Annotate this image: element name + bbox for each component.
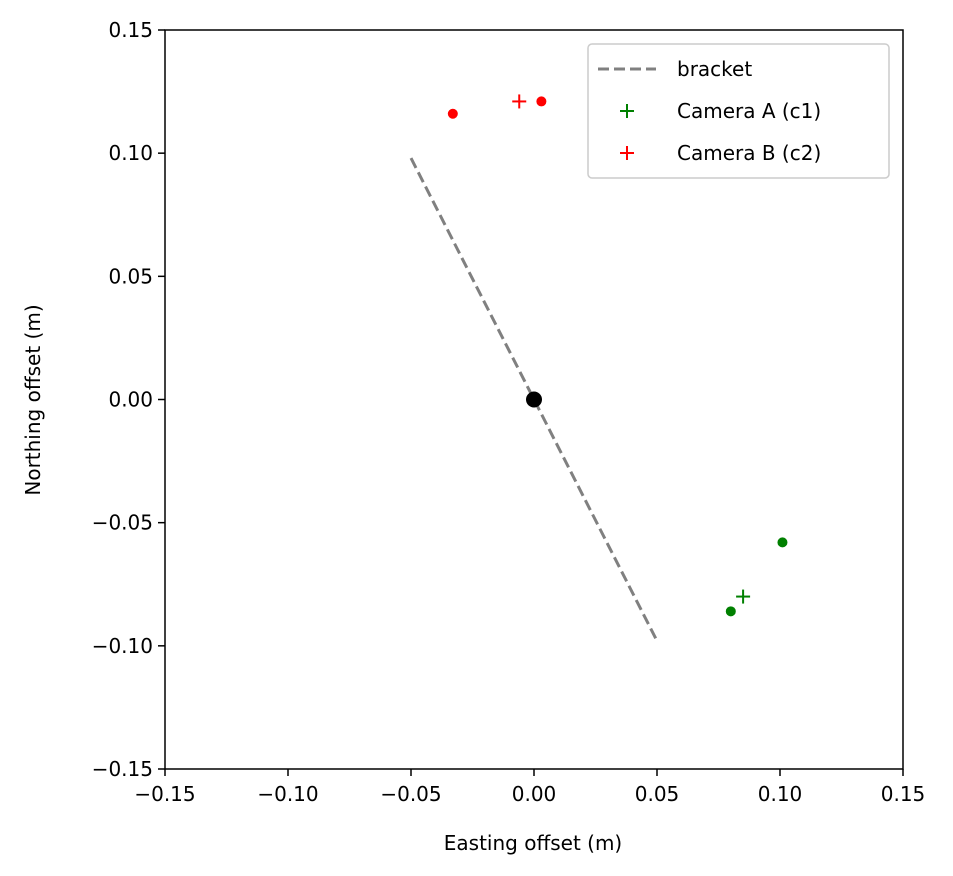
legend-camera-b-swatch xyxy=(620,146,634,160)
x-axis-label: Easting offset (m) xyxy=(444,831,622,855)
x-tick-label: 0.10 xyxy=(758,782,803,806)
legend-camera-a-label: Camera A (c1) xyxy=(677,99,821,123)
plot-marks xyxy=(409,94,788,642)
x-tick-label: 0.05 xyxy=(635,782,680,806)
x-tick-label: 0.00 xyxy=(512,782,557,806)
bracket-line xyxy=(409,157,659,642)
camera-b-dot xyxy=(536,96,547,107)
x-axis-ticks: −0.15 −0.10 −0.05 0.00 0.05 0.10 0.15 xyxy=(134,769,925,806)
y-tick-label: 0.15 xyxy=(108,18,153,42)
y-tick-label: −0.10 xyxy=(92,634,153,658)
x-tick-label: −0.10 xyxy=(257,782,318,806)
legend-box xyxy=(587,43,890,179)
y-tick-label: 0.00 xyxy=(108,388,153,412)
legend-camera-b-label: Camera B (c2) xyxy=(677,141,821,165)
y-tick-label: 0.10 xyxy=(108,141,153,165)
camera-a-dot xyxy=(777,537,788,548)
camera-a-dot xyxy=(725,606,736,617)
y-axis-label: Northing offset (m) xyxy=(21,304,45,495)
y-tick-label: 0.05 xyxy=(108,264,153,288)
x-tick-label: −0.15 xyxy=(134,782,195,806)
x-tick-label: 0.15 xyxy=(881,782,926,806)
camera-b-plus-marker xyxy=(512,94,527,109)
y-tick-label: −0.15 xyxy=(92,757,153,781)
camera-a-plus-marker xyxy=(736,589,751,604)
legend-bracket-label: bracket xyxy=(677,57,752,81)
camera-b-dot xyxy=(447,108,458,119)
center-point xyxy=(526,391,542,408)
x-tick-label: −0.05 xyxy=(380,782,441,806)
legend-camera-a-swatch xyxy=(620,104,634,118)
legend: bracket Camera A (c1) Camera B (c2) xyxy=(587,43,890,179)
y-tick-label: −0.05 xyxy=(92,511,153,535)
y-axis-ticks: −0.15 −0.10 −0.05 0.00 0.05 0.10 0.15 xyxy=(92,18,165,781)
